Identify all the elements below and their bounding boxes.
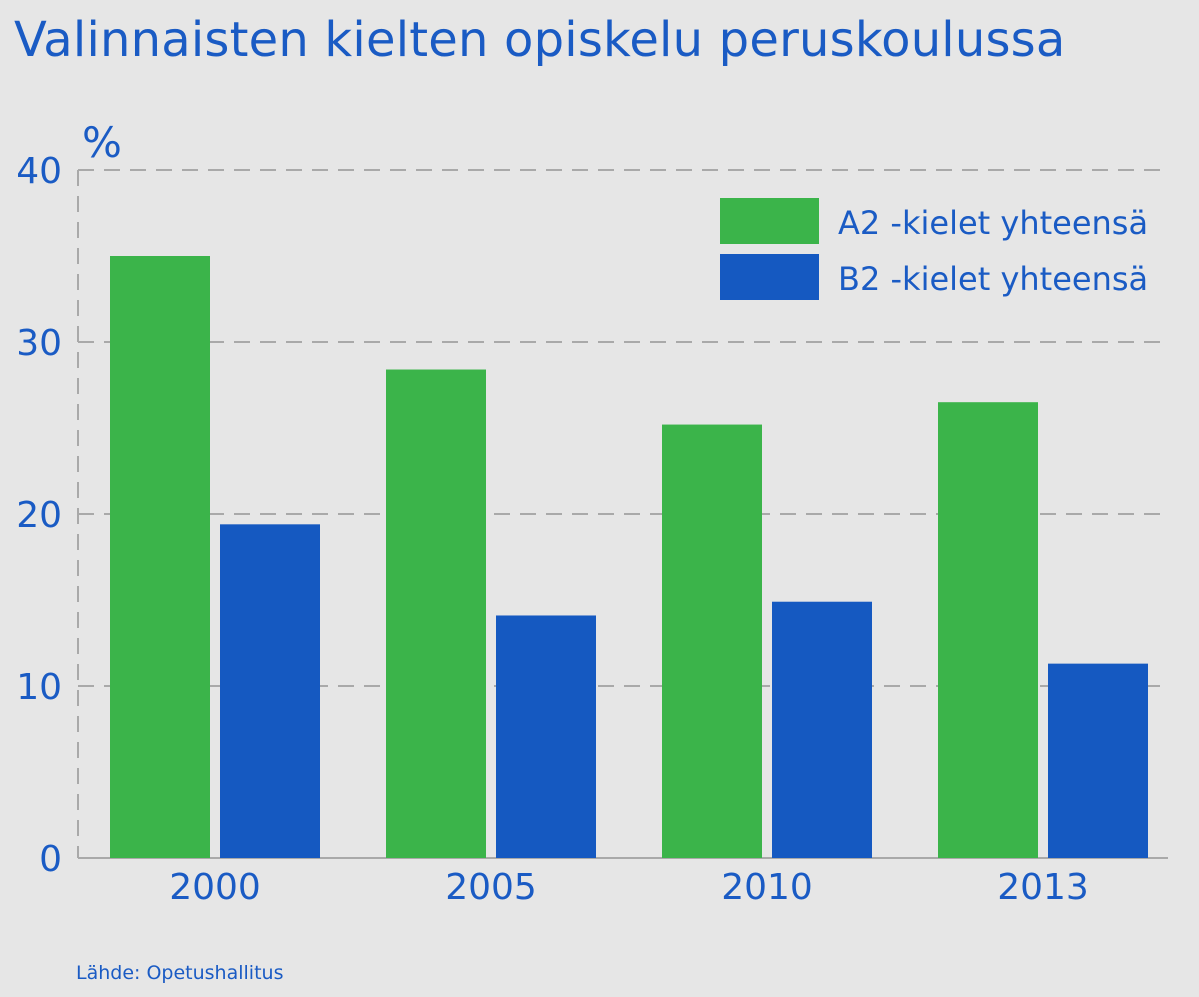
y-tick-label-30: 30 <box>16 323 62 364</box>
chart-title: Valinnaisten kielten opiskelu peruskoulu… <box>14 12 1066 68</box>
legend-label-a2: A2 -kielet yhteensä <box>838 204 1148 242</box>
legend-swatch-b2 <box>720 254 819 300</box>
x-tick-label-2013: 2013 <box>997 867 1089 908</box>
y-unit-label: % <box>82 118 122 167</box>
x-tick-label-2010: 2010 <box>721 867 813 908</box>
x-tick-label-2005: 2005 <box>445 867 537 908</box>
source-note: Lähde: Opetushallitus <box>76 962 284 984</box>
y-tick-label-10: 10 <box>16 667 62 708</box>
bar-b2-2000 <box>220 524 320 858</box>
bar-a2-2005 <box>386 369 486 858</box>
bar-b2-2013 <box>1048 663 1148 858</box>
bar-b2-2005 <box>496 615 596 858</box>
legend-label-b2: B2 -kielet yhteensä <box>838 260 1148 298</box>
legend-swatch-a2 <box>720 198 819 244</box>
bar-b2-2010 <box>772 601 872 858</box>
y-tick-label-40: 40 <box>16 151 62 192</box>
bar-a2-2000 <box>110 256 210 858</box>
y-tick-label-0: 0 <box>39 839 62 880</box>
y-tick-label-20: 20 <box>16 495 62 536</box>
x-tick-label-2000: 2000 <box>169 867 261 908</box>
bar-a2-2013 <box>938 402 1038 858</box>
bar-a2-2010 <box>662 424 762 858</box>
